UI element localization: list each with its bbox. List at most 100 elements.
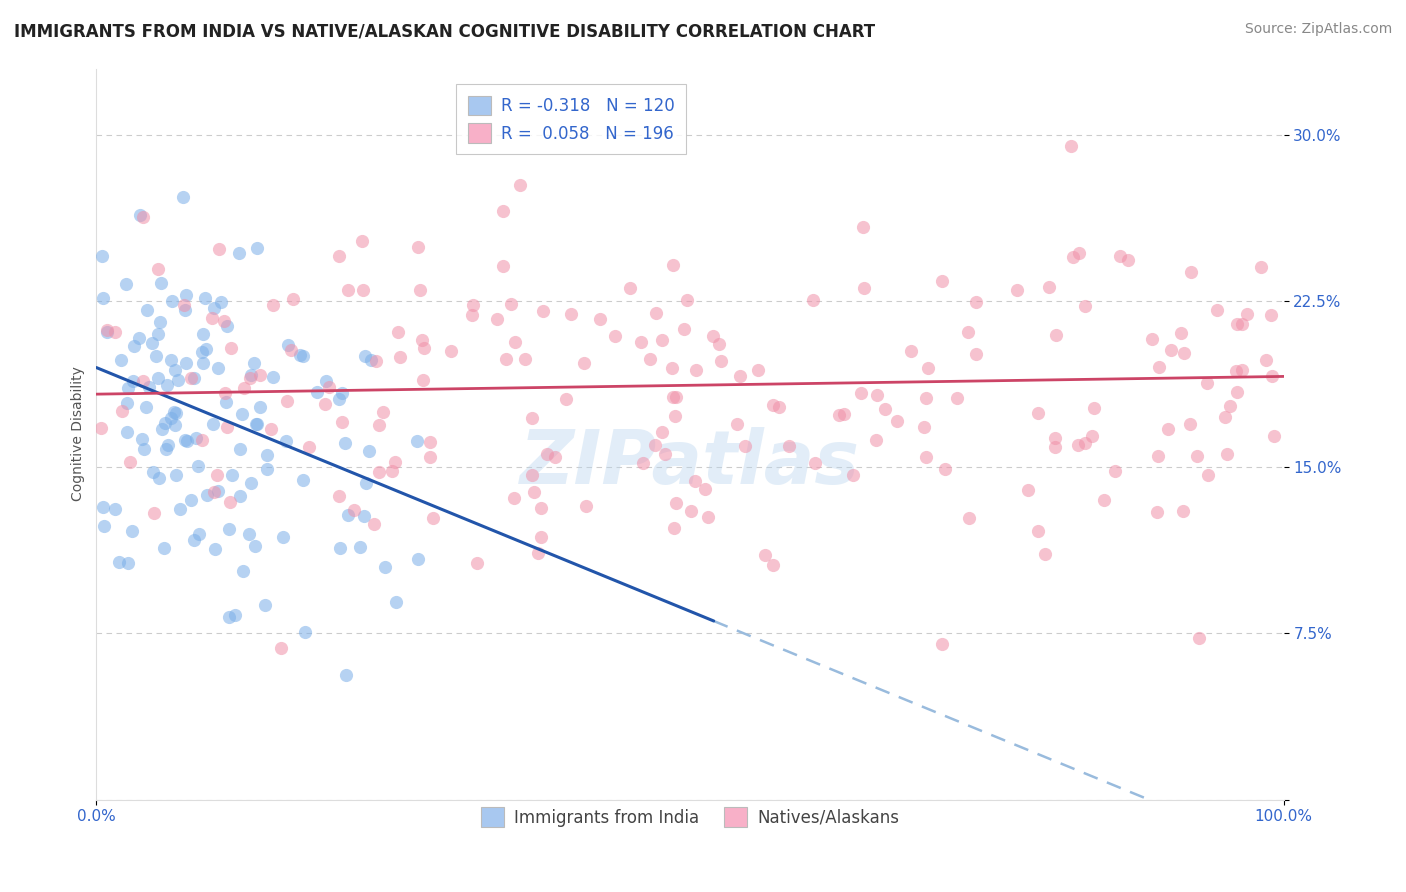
Point [385,595,408,609]
Point [734,439,756,453]
Y-axis label: Cognitive Disability: Cognitive Disability [72,367,86,501]
Point [148,470,170,484]
Point [117,381,139,395]
Point [172,190,194,204]
Point [852,281,875,295]
Point [495,352,517,367]
Point [187,526,209,541]
Point [353,349,375,363]
Point [665,390,688,404]
Point [852,219,875,234]
Point [685,363,707,377]
Point [530,530,553,544]
Point [349,540,371,554]
Point [249,368,271,383]
Point [149,315,172,329]
Point [356,476,378,491]
Point [465,556,488,570]
Point [886,414,908,428]
Point [366,353,388,368]
Point [707,337,730,351]
Point [710,354,733,368]
Point [233,381,256,395]
Point [523,485,546,500]
Point [560,307,582,321]
Point [527,546,550,560]
Point [232,564,254,578]
Point [1157,421,1180,435]
Point [219,341,242,355]
Point [605,328,627,343]
Point [142,465,165,479]
Point [460,308,482,322]
Point [228,245,250,260]
Point [201,417,224,432]
Point [665,496,688,510]
Point [173,303,195,318]
Point [174,288,197,302]
Point [118,455,141,469]
Point [520,410,543,425]
Point [136,302,159,317]
Point [155,442,177,457]
Point [173,433,195,447]
Point [662,390,685,404]
Point [115,395,138,409]
Point [492,204,515,219]
Point [173,298,195,312]
Point [163,363,186,377]
Point [673,322,696,336]
Point [218,495,240,509]
Point [1171,504,1194,518]
Point [277,338,299,352]
Point [681,504,703,518]
Point [353,509,375,524]
Point [536,447,558,461]
Point [218,522,240,536]
Point [262,298,284,312]
Point [256,462,278,476]
Point [1225,364,1247,378]
Point [128,331,150,345]
Point [531,304,554,318]
Point [202,484,225,499]
Point [1067,438,1090,452]
Point [246,417,269,431]
Point [1219,400,1241,414]
Point [131,374,153,388]
Point [866,388,889,402]
Point [422,511,444,525]
Point [762,558,785,572]
Point [1250,260,1272,274]
Point [373,405,395,419]
Point [1081,429,1104,443]
Point [328,249,350,263]
Point [315,374,337,388]
Point [574,356,596,370]
Point [1230,362,1253,376]
Point [343,502,366,516]
Point [1216,448,1239,462]
Point [148,371,170,385]
Point [205,468,228,483]
Point [1205,303,1227,318]
Point [159,410,181,425]
Point [305,384,328,399]
Point [1146,504,1168,518]
Point [152,422,174,436]
Point [1045,328,1067,343]
Point [1059,139,1081,153]
Point [337,508,360,523]
Point [419,450,441,464]
Point [117,425,139,439]
Point [957,510,980,524]
Point [1260,309,1282,323]
Point [270,641,292,656]
Point [221,467,243,482]
Point [96,323,118,337]
Point [156,377,179,392]
Point [367,465,389,479]
Point [1185,449,1208,463]
Point [124,339,146,353]
Point [281,292,304,306]
